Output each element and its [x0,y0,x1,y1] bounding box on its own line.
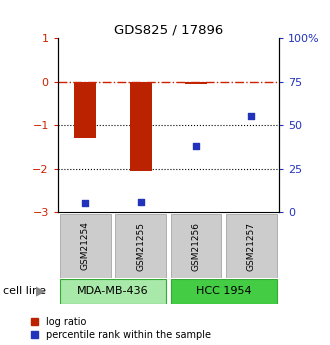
Bar [130,81,152,171]
Text: MDA-MB-436: MDA-MB-436 [77,286,149,296]
Text: GSM21257: GSM21257 [247,221,256,270]
Bar [115,214,166,278]
Point [138,199,143,205]
Bar [60,279,166,304]
Bar [60,214,111,278]
Point [83,201,88,206]
Text: ▶: ▶ [36,285,46,298]
Text: GSM21254: GSM21254 [81,221,90,270]
Legend: log ratio, percentile rank within the sample: log ratio, percentile rank within the sa… [31,317,211,340]
Text: cell line: cell line [3,286,46,296]
Title: GDS825 / 17896: GDS825 / 17896 [114,24,223,37]
Bar [171,214,221,278]
Bar [171,279,277,304]
Bar [226,214,277,278]
Bar [185,81,207,84]
Bar [74,81,96,138]
Point [248,114,254,119]
Text: GSM21255: GSM21255 [136,221,145,270]
Text: GSM21256: GSM21256 [191,221,200,270]
Point [193,143,199,149]
Text: HCC 1954: HCC 1954 [196,286,251,296]
